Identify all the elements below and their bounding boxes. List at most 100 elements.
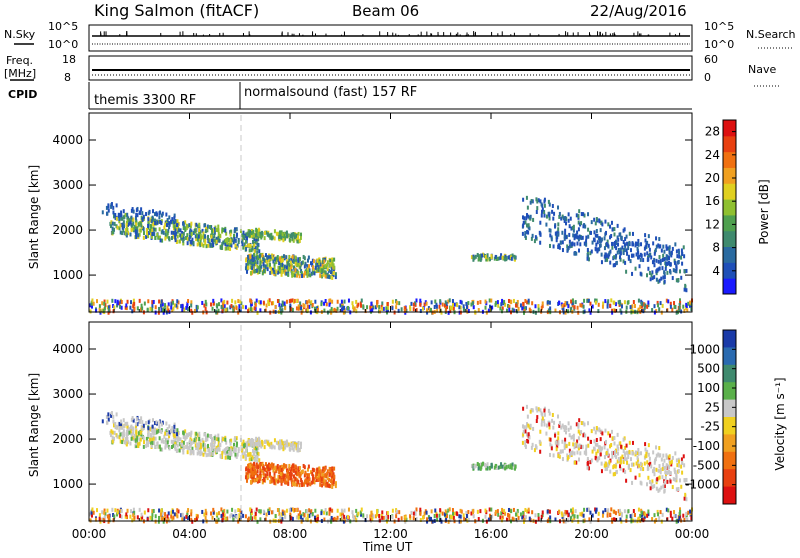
- power-cell: [126, 218, 129, 223]
- power-cell: [604, 252, 607, 257]
- velocity-cell: [283, 473, 286, 478]
- power-cell: [565, 221, 568, 226]
- velocity-cell: [658, 516, 661, 521]
- velocity-cell: [650, 464, 653, 469]
- velocity-cell: [234, 447, 237, 452]
- velocity-cell: [430, 516, 433, 521]
- power-cell: [595, 242, 598, 247]
- velocity-cell: [153, 430, 156, 435]
- power-cell: [534, 235, 537, 240]
- power-cell: [185, 235, 188, 240]
- power-cell: [529, 214, 532, 219]
- power-cell: [560, 216, 563, 221]
- power-cell: [665, 246, 668, 251]
- power-cell: [306, 264, 309, 269]
- velocity-cell: [170, 510, 173, 515]
- power-cell: [306, 270, 309, 275]
- velocity-cell: [302, 463, 305, 468]
- power-cell: [152, 221, 155, 226]
- velocity-cell: [206, 433, 209, 438]
- velocity-cell: [537, 513, 540, 518]
- power-cell: [310, 261, 313, 266]
- velocity-cell: [606, 510, 609, 515]
- colorbar-segment: [723, 278, 736, 295]
- velocity-cell: [113, 436, 116, 441]
- velocity-cell: [315, 478, 318, 483]
- nave-tick-bottom: 0: [704, 71, 711, 84]
- velocity-cell: [661, 512, 664, 517]
- velocity-cell: [278, 512, 281, 517]
- velocity-cell: [670, 462, 673, 467]
- velocity-cell: [472, 510, 475, 515]
- velocity-cell: [212, 452, 215, 457]
- colorbar-segment: [723, 230, 736, 248]
- velocity-cell: [595, 456, 598, 461]
- velocity-cell: [111, 439, 114, 444]
- power-cell: [140, 215, 143, 220]
- power-cell: [683, 308, 686, 313]
- velocity-cell: [282, 473, 285, 478]
- velocity-cell: [598, 448, 601, 453]
- velocity-cell: [132, 513, 135, 518]
- velocity-cell: [297, 440, 300, 445]
- power-cell: [268, 302, 271, 307]
- velocity-cell: [497, 512, 500, 517]
- power-cell: [561, 248, 564, 253]
- power-cell: [654, 248, 657, 253]
- power-cell: [297, 235, 300, 240]
- power-cell: [236, 232, 239, 237]
- power-cell: [195, 307, 198, 312]
- power-cell: [280, 303, 283, 308]
- velocity-cell: [126, 421, 129, 426]
- velocity-cell: [250, 442, 253, 447]
- power-cell: [613, 240, 616, 245]
- velocity-cell: [277, 474, 280, 479]
- velocity-cell: [655, 453, 658, 458]
- colorbar-tick-label: -500: [693, 458, 720, 472]
- velocity-cell: [507, 464, 510, 469]
- power-cell: [512, 298, 515, 303]
- velocity-cell: [448, 507, 451, 512]
- velocity-cell: [567, 513, 570, 518]
- power-cell: [127, 222, 130, 227]
- power-cell: [614, 255, 617, 260]
- power-cell: [295, 306, 298, 311]
- velocity-cell: [149, 515, 152, 520]
- power-cell: [366, 305, 369, 310]
- power-cell: [213, 238, 216, 243]
- velocity-cell: [540, 418, 543, 423]
- velocity-cell: [290, 474, 293, 479]
- velocity-cell: [284, 440, 287, 445]
- power-cell: [580, 221, 583, 226]
- power-cell: [522, 220, 525, 225]
- power-cell: [549, 306, 552, 311]
- velocity-cell: [568, 448, 571, 453]
- velocity-cell: [202, 442, 205, 447]
- power-cell: [547, 308, 550, 313]
- power-cell: [649, 277, 652, 282]
- power-cell: [545, 214, 548, 219]
- power-cell: [425, 301, 428, 306]
- velocity-cell: [296, 507, 299, 512]
- power-cell: [577, 237, 580, 242]
- velocity-cell: [302, 512, 305, 517]
- velocity-cell: [576, 439, 579, 444]
- velocity-cell: [663, 483, 666, 488]
- velocity-cell: [571, 451, 574, 456]
- velocity-cell: [507, 507, 510, 512]
- velocity-cell: [619, 466, 622, 471]
- power-cell: [112, 304, 115, 309]
- velocity-cell: [288, 463, 291, 468]
- velocity-cell: [122, 429, 125, 434]
- velocity-cell: [571, 512, 574, 517]
- power-cell: [171, 308, 174, 313]
- velocity-cell: [439, 508, 442, 513]
- velocity-cell: [662, 453, 665, 458]
- power-cell: [628, 231, 631, 236]
- velocity-cell: [598, 428, 601, 433]
- velocity-cell: [324, 473, 327, 478]
- power-cell: [642, 258, 645, 263]
- velocity-cell: [598, 445, 601, 450]
- velocity-cell: [205, 435, 208, 440]
- velocity-cell: [543, 422, 546, 427]
